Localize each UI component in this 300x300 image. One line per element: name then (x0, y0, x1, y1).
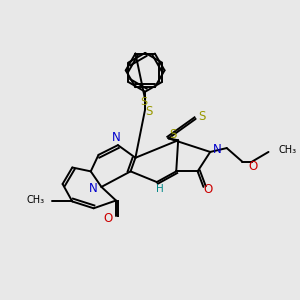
Text: CH₃: CH₃ (26, 194, 44, 205)
Text: O: O (103, 212, 113, 226)
Text: CH₃: CH₃ (278, 145, 296, 155)
Text: S: S (169, 128, 177, 141)
Text: O: O (204, 183, 213, 196)
Text: N: N (89, 182, 98, 195)
Text: S: S (141, 98, 148, 107)
Text: H: H (156, 184, 164, 194)
Text: N: N (213, 142, 221, 155)
Text: O: O (248, 160, 258, 173)
Text: S: S (145, 105, 153, 118)
Text: S: S (198, 110, 205, 124)
Text: N: N (112, 131, 120, 144)
